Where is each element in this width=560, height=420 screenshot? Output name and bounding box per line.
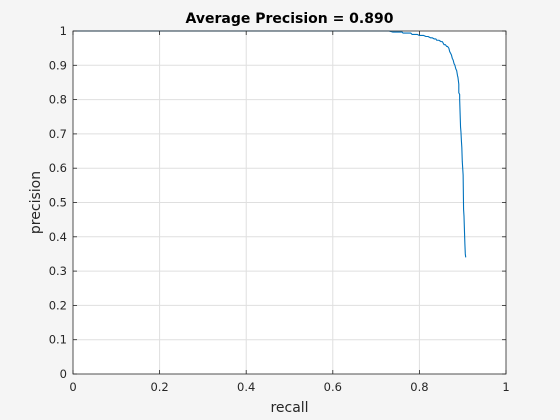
y-tick-label: 0.8 bbox=[49, 93, 67, 107]
y-axis-label: precision bbox=[28, 171, 44, 234]
chart-title: Average Precision = 0.890 bbox=[186, 11, 394, 27]
y-tick-label: 0.2 bbox=[49, 298, 67, 312]
y-tick-label: 1 bbox=[60, 24, 67, 38]
y-tick-label: 0.6 bbox=[49, 161, 67, 175]
x-axis-label: recall bbox=[270, 400, 308, 416]
y-tick-label: 0.7 bbox=[49, 127, 67, 141]
y-tick-label: 0.4 bbox=[49, 230, 67, 244]
x-tick-label: 0.6 bbox=[324, 380, 342, 394]
x-tick-label: 0.2 bbox=[150, 380, 168, 394]
x-tick-label: 0.8 bbox=[410, 380, 428, 394]
x-tick-label: 0 bbox=[69, 380, 76, 394]
y-tick-label: 0.5 bbox=[49, 196, 67, 210]
y-tick-label: 0.9 bbox=[49, 58, 67, 72]
x-tick-label: 0.4 bbox=[237, 380, 255, 394]
x-tick-label: 1 bbox=[502, 380, 509, 394]
y-tick-label: 0.1 bbox=[49, 333, 67, 347]
y-tick-label: 0 bbox=[60, 367, 67, 381]
precision-recall-line bbox=[73, 30, 467, 258]
y-tick-label: 0.3 bbox=[49, 264, 67, 278]
